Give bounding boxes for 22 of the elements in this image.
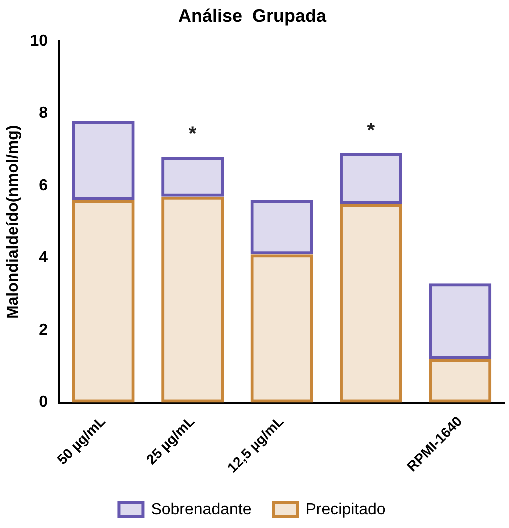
y-tick-label: 2 bbox=[39, 322, 48, 339]
bar bbox=[429, 359, 492, 403]
bar bbox=[162, 196, 224, 403]
bar bbox=[340, 154, 402, 204]
bar bbox=[72, 121, 135, 201]
bar bbox=[250, 200, 314, 255]
bar bbox=[162, 157, 224, 197]
bar bbox=[429, 284, 492, 360]
y-axis-title: Malondialdeído(nmol/mg) bbox=[5, 125, 22, 320]
chart-title: Análise Grupada bbox=[178, 6, 328, 26]
y-tick-label: 4 bbox=[39, 250, 48, 267]
bar bbox=[340, 204, 402, 403]
annotation: * bbox=[367, 120, 376, 142]
legend-label: Sobrenadante bbox=[151, 501, 252, 518]
y-tick-label: 8 bbox=[39, 105, 48, 122]
legend-label: Precipitado bbox=[306, 501, 386, 518]
bar bbox=[250, 254, 314, 403]
y-tick-label: 6 bbox=[39, 177, 48, 194]
y-tick-label: 10 bbox=[30, 33, 48, 50]
y-tick-label: 0 bbox=[39, 394, 48, 412]
bar bbox=[72, 200, 135, 403]
annotation: * bbox=[188, 124, 197, 146]
